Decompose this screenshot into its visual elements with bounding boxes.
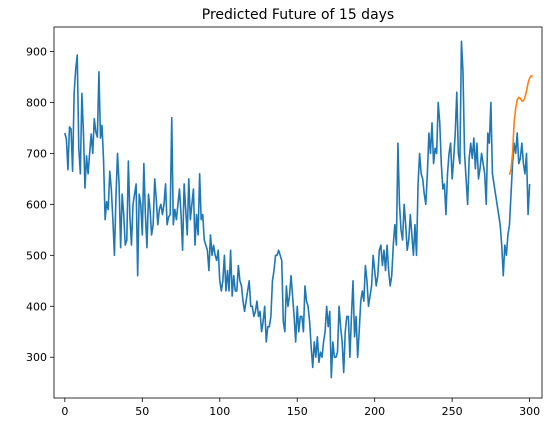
x-axis: 0 50 100 150 200 250 300 <box>61 398 540 418</box>
x-tick-label: 250 <box>442 405 463 418</box>
y-axis: 300 400 500 600 700 800 900 <box>26 45 54 364</box>
x-tick-label: 50 <box>135 405 149 418</box>
y-tick-label: 900 <box>26 45 47 58</box>
series-line-2 <box>508 75 533 176</box>
x-tick-label: 150 <box>287 405 308 418</box>
x-tick-label: 200 <box>364 405 385 418</box>
y-tick-label: 500 <box>26 249 47 262</box>
y-tick-label: 800 <box>26 96 47 109</box>
x-tick-label: 300 <box>519 405 540 418</box>
chart-marks <box>64 40 533 379</box>
chart-title: Predicted Future of 15 days <box>202 7 394 23</box>
y-tick-label: 700 <box>26 147 47 160</box>
series-line-1 <box>64 40 531 379</box>
x-tick-label: 100 <box>209 405 230 418</box>
y-tick-label: 300 <box>26 351 47 364</box>
plot-frame <box>53 26 543 399</box>
y-tick-label: 600 <box>26 198 47 211</box>
x-tick-label: 0 <box>61 405 68 418</box>
y-tick-label: 400 <box>26 300 47 313</box>
